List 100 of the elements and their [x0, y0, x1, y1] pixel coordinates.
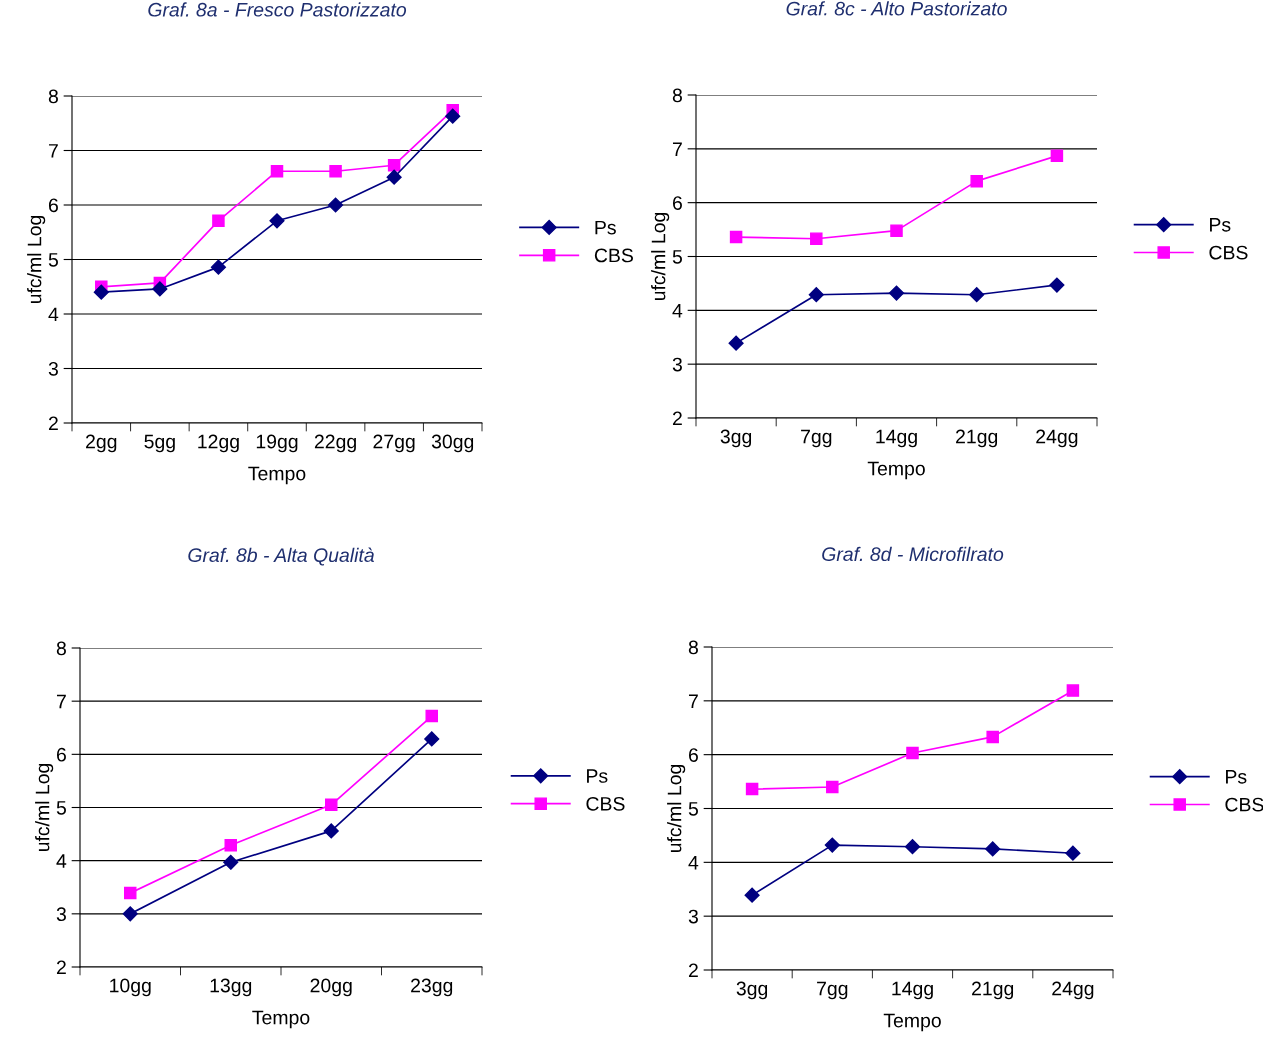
point — [270, 164, 284, 178]
y-tick-label: 4 — [688, 856, 699, 870]
x-axis-title: Tempo — [248, 466, 306, 485]
y-tick-label: 2 — [672, 411, 682, 426]
point — [212, 214, 225, 228]
legend-label: Ps — [587, 769, 608, 783]
y-axis-title: ufc/ml Log — [27, 215, 46, 304]
x-tick-label: 21gg — [972, 981, 1014, 1000]
x-tick-label: 27gg — [373, 434, 415, 453]
y-tick-label: 6 — [48, 198, 58, 213]
y-tick-label: 6 — [672, 196, 682, 210]
x-axis-title: Tempo — [883, 1013, 941, 1032]
x-tick-label: 7gg — [817, 981, 848, 1000]
y-tick-label: 5 — [56, 801, 66, 815]
point — [93, 284, 109, 300]
point — [123, 886, 137, 900]
point — [386, 169, 402, 185]
y-tick-label: 4 — [56, 854, 67, 868]
point — [744, 887, 760, 903]
point — [906, 746, 919, 760]
y-tick-label: 8 — [688, 640, 698, 655]
x-tick-label: 20gg — [310, 978, 352, 997]
x-tick-label: 3gg — [736, 981, 768, 1000]
point — [824, 837, 840, 853]
x-tick-label: 23gg — [411, 978, 453, 997]
y-tick-label: 8 — [48, 89, 58, 104]
point — [223, 854, 239, 870]
point — [424, 731, 440, 747]
x-tick-label: 7gg — [801, 429, 832, 448]
point — [224, 838, 238, 852]
point — [1066, 684, 1080, 697]
y-tick-label: 2 — [48, 416, 58, 431]
point — [826, 780, 839, 794]
x-axis-title: Tempo — [252, 1010, 310, 1029]
y-tick-label: 7 — [56, 694, 66, 709]
legend-label: Ps — [1226, 770, 1247, 784]
point — [728, 335, 744, 351]
y-tick-label: 8 — [56, 641, 66, 656]
x-tick-label: 22gg — [314, 434, 356, 453]
point — [387, 158, 401, 172]
y-tick-label: 2 — [688, 963, 698, 978]
point — [210, 259, 226, 275]
y-axis-title: ufc/ml Log — [35, 763, 54, 852]
x-tick-label: 12gg — [198, 434, 239, 453]
point — [269, 213, 285, 229]
y-tick-label: 3 — [672, 357, 682, 372]
chart-title: Graf. 8b - Alta Qualità — [188, 547, 375, 566]
point — [324, 798, 338, 812]
x-tick-label: 10gg — [110, 978, 151, 997]
x-tick-label: 13gg — [210, 978, 252, 997]
y-axis-title: ufc/ml Log — [667, 764, 686, 853]
y-tick-label: 5 — [672, 250, 682, 264]
legend-label: CBS — [1225, 797, 1263, 812]
point — [890, 224, 903, 237]
point — [729, 230, 743, 244]
point — [323, 823, 339, 839]
x-tick-label: 2gg — [86, 434, 117, 453]
point — [1050, 149, 1064, 163]
legend-label: Ps — [595, 220, 616, 235]
point — [122, 906, 138, 922]
chart-title: Graf. 8c - Alto Pastorizato — [786, 1, 1007, 16]
point — [445, 108, 461, 124]
point — [904, 839, 921, 855]
point — [1065, 845, 1081, 861]
legend-label: CBS — [586, 796, 625, 811]
y-tick-label: 7 — [688, 694, 698, 708]
x-tick-label: 19gg — [256, 434, 298, 453]
x-tick-label: 21gg — [956, 429, 998, 448]
chart-title: Graf. 8d - Microfilrato — [822, 546, 1004, 562]
y-tick-label: 6 — [688, 748, 698, 762]
point — [888, 285, 905, 301]
y-tick-label: 3 — [688, 909, 698, 924]
x-tick-label: 24gg — [1036, 429, 1078, 448]
y-tick-label: 8 — [672, 88, 682, 103]
y-tick-label: 2 — [56, 960, 66, 975]
y-tick-label: 5 — [688, 802, 698, 816]
legend-label: Ps — [1210, 218, 1231, 232]
point — [425, 709, 439, 723]
y-tick-label: 6 — [56, 747, 66, 762]
point — [808, 287, 824, 303]
point — [1049, 277, 1065, 293]
x-tick-label: 24gg — [1052, 981, 1094, 1000]
point — [745, 782, 759, 796]
y-tick-label: 5 — [48, 253, 58, 267]
legend-label: CBS — [594, 248, 633, 263]
y-tick-label: 3 — [56, 907, 66, 922]
x-axis-title: Tempo — [867, 461, 925, 480]
y-tick-label: 3 — [48, 361, 58, 376]
x-tick-label: 3gg — [720, 429, 752, 448]
point — [970, 174, 983, 188]
point — [969, 287, 985, 303]
point — [986, 730, 999, 744]
x-tick-label: 30gg — [431, 434, 474, 453]
y-tick-label: 7 — [672, 142, 682, 156]
point — [152, 281, 168, 297]
y-axis-title: ufc/ml Log — [651, 212, 670, 301]
x-tick-label: 14gg — [876, 429, 917, 448]
chart-title: Graf. 8a - Fresco Pastorizzato — [148, 2, 407, 17]
point — [329, 164, 342, 178]
point — [328, 197, 344, 213]
